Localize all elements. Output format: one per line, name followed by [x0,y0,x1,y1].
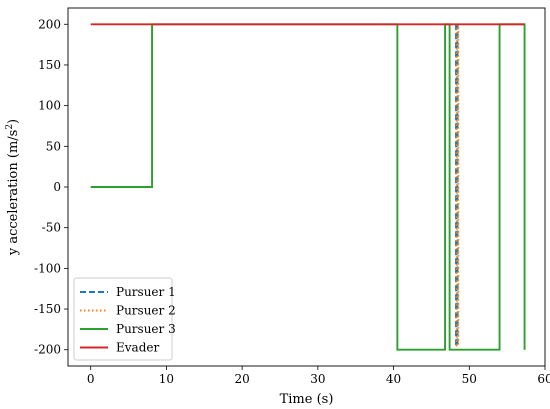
y-tick-label: -150 [34,302,61,316]
y-tick-label: 200 [38,17,61,31]
legend-label: Pursuer 1 [116,285,176,299]
y-tick-label: 150 [38,58,61,72]
y-tick-label: -50 [42,221,61,235]
x-axis-ticks: 0 10 20 30 40 50 60 [87,366,550,386]
x-tick-label: 30 [310,372,325,386]
legend-label: Pursuer 3 [116,322,176,336]
y-tick-label: -200 [34,343,61,357]
x-tick-label: 0 [87,372,95,386]
y-tick-label: 0 [53,180,61,194]
y-tick-label: 100 [38,99,61,113]
x-tick-label: 50 [462,372,477,386]
legend-label: Evader [116,341,159,355]
x-tick-label: 20 [235,372,250,386]
legend: Pursuer 1 Pursuer 2 Pursuer 3 Evader [73,277,176,361]
legend-label: Pursuer 2 [116,304,176,318]
y-axis-ticks: -200 -150 -100 -50 0 50 100 150 200 [34,17,68,357]
y-axis-label-superscript: 2 [5,124,15,130]
x-tick-label: 60 [537,372,550,386]
y-axis-label-text: y acceleration (m/s [6,130,21,256]
x-tick-label: 40 [386,372,401,386]
y-axis-label: y acceleration (m/s2) [5,119,21,256]
y-tick-label: -100 [34,261,61,275]
series-line-pursuer-2 [455,24,460,347]
y-tick-label: 50 [46,139,61,153]
x-tick-label: 10 [159,372,174,386]
legend-box [73,277,173,361]
y-axis-label-close: ) [6,119,21,124]
x-axis-label: Time (s) [280,392,334,407]
plot-lines [90,23,526,351]
